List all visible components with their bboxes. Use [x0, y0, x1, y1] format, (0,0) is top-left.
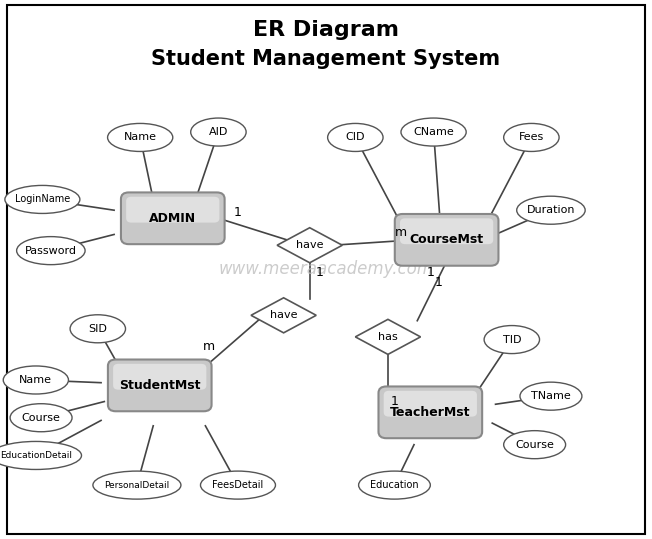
Ellipse shape	[504, 123, 559, 151]
Text: EducationDetail: EducationDetail	[0, 451, 72, 460]
FancyBboxPatch shape	[383, 391, 477, 417]
Text: 1: 1	[426, 266, 434, 279]
Ellipse shape	[0, 441, 82, 469]
Text: Fees: Fees	[519, 133, 544, 142]
Text: CourseMst: CourseMst	[409, 233, 484, 246]
Ellipse shape	[17, 237, 85, 265]
Polygon shape	[277, 227, 342, 262]
FancyBboxPatch shape	[395, 214, 499, 266]
Text: ADMIN: ADMIN	[149, 212, 196, 225]
Text: Name: Name	[20, 375, 52, 385]
Ellipse shape	[70, 315, 125, 343]
Ellipse shape	[401, 118, 466, 146]
Text: CName: CName	[413, 127, 454, 137]
Text: Course: Course	[515, 440, 554, 450]
Ellipse shape	[201, 471, 275, 499]
Text: TID: TID	[503, 335, 521, 344]
Text: Password: Password	[25, 246, 77, 255]
Ellipse shape	[108, 123, 173, 151]
Ellipse shape	[503, 431, 566, 459]
Ellipse shape	[328, 123, 383, 151]
Text: have: have	[296, 240, 323, 250]
Text: StudentMst: StudentMst	[119, 379, 201, 392]
Text: Education: Education	[370, 480, 419, 490]
Text: LoginName: LoginName	[15, 195, 70, 204]
Ellipse shape	[10, 404, 72, 432]
Ellipse shape	[484, 326, 540, 354]
Text: Duration: Duration	[527, 205, 575, 215]
Ellipse shape	[516, 196, 585, 224]
FancyBboxPatch shape	[108, 360, 211, 411]
Text: SID: SID	[89, 324, 107, 334]
Text: 1: 1	[234, 206, 242, 219]
Text: Student Management System: Student Management System	[151, 49, 501, 70]
Ellipse shape	[191, 118, 246, 146]
Text: has: has	[378, 332, 398, 342]
FancyBboxPatch shape	[378, 386, 482, 438]
Text: CID: CID	[346, 133, 365, 142]
Text: 1: 1	[316, 266, 323, 279]
Text: 1: 1	[391, 395, 398, 408]
Ellipse shape	[359, 471, 430, 499]
Text: Course: Course	[22, 413, 61, 423]
FancyBboxPatch shape	[400, 218, 494, 244]
FancyBboxPatch shape	[113, 364, 206, 390]
Text: www.meeraacademy.com: www.meeraacademy.com	[218, 260, 434, 279]
Text: TName: TName	[531, 391, 570, 401]
Polygon shape	[251, 298, 316, 333]
Ellipse shape	[520, 382, 582, 410]
Polygon shape	[355, 319, 421, 355]
Text: FeesDetail: FeesDetail	[213, 480, 263, 490]
Ellipse shape	[5, 185, 80, 213]
Text: 1: 1	[434, 277, 442, 289]
Ellipse shape	[3, 366, 68, 394]
FancyBboxPatch shape	[126, 197, 219, 223]
Text: ER Diagram: ER Diagram	[253, 19, 399, 40]
Text: TeacherMst: TeacherMst	[390, 406, 471, 419]
Text: m: m	[395, 226, 407, 239]
Text: Name: Name	[124, 133, 156, 142]
Text: m: m	[203, 340, 215, 353]
Ellipse shape	[93, 471, 181, 499]
FancyBboxPatch shape	[121, 192, 225, 244]
Text: AID: AID	[209, 127, 228, 137]
Text: have: have	[270, 310, 297, 320]
Text: PersonalDetail: PersonalDetail	[104, 481, 170, 489]
